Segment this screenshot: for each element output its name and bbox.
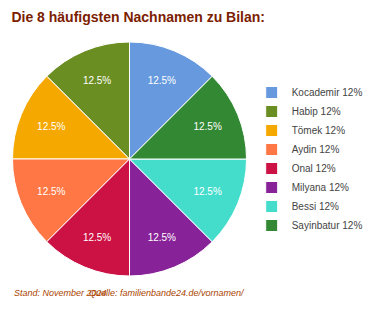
svg-text:12.5%: 12.5% (148, 75, 176, 86)
svg-text:Stand: November 2024: Stand: November 2024 (14, 288, 107, 298)
svg-text:Onal 12%: Onal 12% (292, 163, 336, 174)
svg-text:Milyana 12%: Milyana 12% (292, 182, 349, 193)
svg-text:Tömek 12%: Tömek 12% (292, 125, 345, 136)
svg-text:12.5%: 12.5% (148, 232, 176, 243)
svg-text:12.5%: 12.5% (37, 186, 65, 197)
svg-text:12.5%: 12.5% (193, 186, 221, 197)
svg-text:12.5%: 12.5% (83, 232, 111, 243)
svg-text:Sayinbatur 12%: Sayinbatur 12% (292, 220, 363, 231)
svg-text:Die 8 häufigsten Nachnamen zu: Die 8 häufigsten Nachnamen zu Bilan: (11, 9, 265, 25)
svg-text:12.5%: 12.5% (83, 75, 111, 86)
svg-text:Kocademir 12%: Kocademir 12% (292, 87, 363, 98)
svg-text:12.5%: 12.5% (193, 121, 221, 132)
svg-text:Quelle: familienbande24.de/vor: Quelle: familienbande24.de/vornamen/ (89, 288, 245, 298)
svg-text:Bessi 12%: Bessi 12% (292, 201, 339, 212)
svg-text:Aydin 12%: Aydin 12% (292, 144, 340, 155)
svg-text:Habip 12%: Habip 12% (292, 106, 341, 117)
svg-text:12.5%: 12.5% (37, 121, 65, 132)
